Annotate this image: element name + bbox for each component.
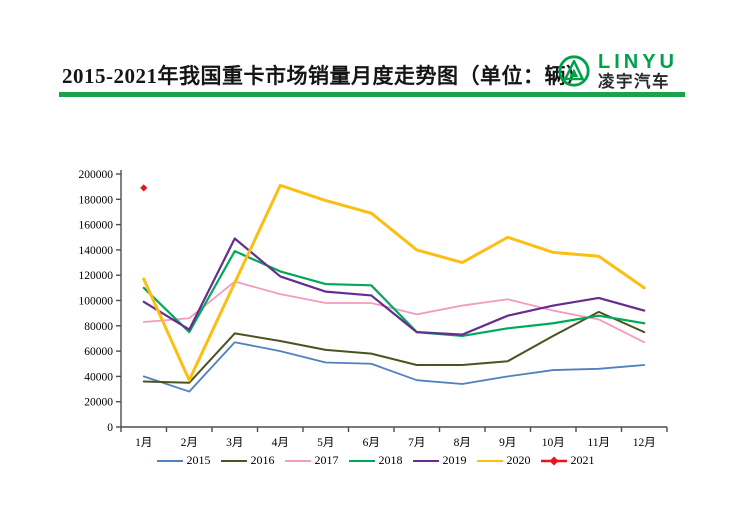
x-tick-label: 10月 bbox=[542, 437, 565, 449]
legend-item-2020: 2020 bbox=[476, 453, 531, 468]
y-tick-label: 160000 bbox=[79, 220, 114, 232]
x-tick-label: 2月 bbox=[181, 437, 198, 449]
legend-swatch-2018 bbox=[348, 459, 375, 462]
y-tick-label: 60000 bbox=[84, 346, 113, 358]
series-line-2019 bbox=[142, 237, 646, 336]
y-tick-label: 180000 bbox=[79, 194, 114, 206]
series-line-2018 bbox=[142, 250, 646, 338]
legend-item-2016: 2016 bbox=[220, 453, 275, 468]
legend-item-2021: 2021 bbox=[540, 453, 595, 468]
chart-legend: 2015 2016 2017 2018 2019 2020 2021 bbox=[0, 453, 750, 468]
legend-label-2017: 2017 bbox=[314, 453, 339, 467]
legend-item-2019: 2019 bbox=[412, 453, 467, 468]
y-tick-label: 100000 bbox=[79, 296, 114, 308]
y-tick-label: 0 bbox=[107, 422, 113, 434]
legend-item-2015: 2015 bbox=[156, 453, 211, 468]
logo-wordmark: LINYU bbox=[598, 51, 678, 73]
x-tick-label: 6月 bbox=[363, 437, 380, 449]
legend-label-2020: 2020 bbox=[506, 453, 531, 467]
y-tick-label: 200000 bbox=[79, 169, 114, 181]
page-title: 2015-2021年我国重卡市场销量月度走势图（单位：辆） bbox=[62, 64, 588, 88]
legend-swatch-2015 bbox=[156, 459, 183, 462]
x-tick-label: 11月 bbox=[587, 437, 610, 449]
y-tick-label: 120000 bbox=[79, 270, 114, 282]
logo-chinese-name: 凌宇汽车 bbox=[598, 73, 670, 91]
series-line-2015 bbox=[142, 341, 646, 393]
series-line-2020 bbox=[142, 183, 646, 382]
legend-label-2021: 2021 bbox=[570, 453, 595, 467]
legend-label-2015: 2015 bbox=[186, 453, 211, 467]
y-tick-label: 140000 bbox=[79, 245, 114, 257]
x-tick-label: 4月 bbox=[272, 437, 289, 449]
legend-marker-2021 bbox=[549, 456, 558, 465]
series-line-2016 bbox=[142, 310, 646, 384]
legend-label-2018: 2018 bbox=[378, 453, 403, 467]
x-tick-label: 3月 bbox=[226, 437, 243, 449]
y-tick-label: 80000 bbox=[84, 321, 113, 333]
legend-swatch-2016 bbox=[220, 459, 247, 462]
y-tick-label: 40000 bbox=[84, 371, 113, 383]
series-marker-2021 bbox=[140, 184, 148, 192]
legend-label-2016: 2016 bbox=[250, 453, 275, 467]
legend-item-2018: 2018 bbox=[348, 453, 403, 468]
legend-swatch-2017 bbox=[284, 459, 311, 462]
x-tick-label: 1月 bbox=[135, 437, 152, 449]
brand-logo: LINYU 凌宇汽车 bbox=[557, 52, 678, 91]
legend-item-2017: 2017 bbox=[284, 453, 339, 468]
x-tick-label: 5月 bbox=[317, 437, 334, 449]
series-line-2017 bbox=[142, 280, 646, 344]
axes bbox=[116, 170, 668, 432]
legend-label-2019: 2019 bbox=[442, 453, 467, 467]
line-chart: 0 20000 40000 60000 80000 100000 120000 140000 1… bbox=[79, 169, 668, 449]
header-divider bbox=[59, 92, 685, 97]
x-tick-label: 9月 bbox=[499, 437, 516, 449]
legend-swatch-2021 bbox=[540, 456, 567, 465]
legend-swatch-2019 bbox=[412, 459, 439, 462]
x-tick-label: 8月 bbox=[454, 437, 471, 449]
y-tick-label: 20000 bbox=[84, 397, 113, 409]
x-tick-label: 12月 bbox=[633, 437, 656, 449]
linyu-emblem-icon bbox=[558, 55, 590, 87]
legend-swatch-2020 bbox=[476, 459, 503, 462]
x-tick-label: 7月 bbox=[408, 437, 425, 449]
